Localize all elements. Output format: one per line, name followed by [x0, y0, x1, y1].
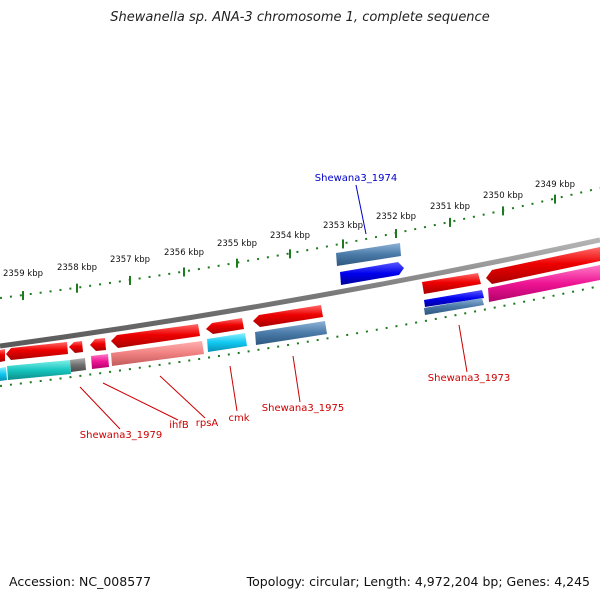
tick-label: 2355 kbp	[217, 239, 257, 249]
tick-label: 2358 kbp	[57, 263, 97, 273]
gene-feature[interactable]	[340, 262, 404, 285]
gene-label[interactable]: cmk	[228, 413, 249, 424]
gene-labels: Shewana3_1974 Shewana3_1973 Shewana3_1975c…	[80, 173, 510, 441]
gene-feature[interactable]	[336, 243, 401, 266]
tick-label: 2357 kbp	[110, 255, 150, 265]
gene-feature[interactable]	[6, 342, 68, 360]
gene-feature[interactable]	[111, 341, 204, 366]
gene-track-lower	[0, 305, 327, 381]
gene-feature[interactable]	[255, 321, 327, 345]
upper-tick-ring	[0, 187, 600, 299]
gene-feature[interactable]	[91, 354, 109, 369]
gene-feature[interactable]	[90, 338, 106, 351]
gene-feature[interactable]	[486, 247, 600, 284]
gene-feature[interactable]	[424, 290, 484, 307]
tick-label: 2352 kbp	[376, 212, 416, 222]
major-ticks	[22, 194, 556, 301]
topology-text: Topology: circular; Length: 4,972,204 bp…	[246, 574, 590, 589]
gene-label[interactable]: Shewana3_1975	[262, 403, 344, 414]
gene-label[interactable]: Shewana3_1979	[80, 430, 162, 441]
gene-feature[interactable]	[70, 358, 86, 372]
gene-label[interactable]: ihfB	[169, 420, 189, 431]
tick-label: 2349 kbp	[535, 180, 575, 190]
gene-label[interactable]: rpsA	[196, 418, 219, 429]
gene-feature[interactable]	[7, 360, 71, 380]
gene-feature[interactable]	[206, 318, 244, 334]
map-title: Shewanella sp. ANA-3 chromosome 1, compl…	[110, 10, 490, 25]
gene-track-upper	[336, 243, 600, 315]
tick-label: 2350 kbp	[483, 191, 523, 201]
gene-feature[interactable]	[0, 367, 7, 381]
gene-feature[interactable]	[0, 349, 5, 362]
gene-feature[interactable]	[488, 265, 600, 302]
tick-label: 2359 kbp	[3, 269, 43, 279]
tick-labels: 2359 kbp 2358 kbp 2357 kbp 2356 kbp 2355 kbp…	[3, 180, 575, 279]
gene-feature[interactable]	[69, 341, 83, 353]
gene-feature[interactable]	[422, 273, 481, 294]
gene-feature[interactable]	[111, 324, 200, 348]
gene-label[interactable]: Shewana3_1973	[428, 373, 510, 384]
gene-feature[interactable]	[253, 305, 323, 327]
tick-label: 2356 kbp	[164, 248, 204, 258]
gene-feature[interactable]	[424, 298, 484, 315]
accession-text: Accession: NC_008577	[9, 574, 152, 589]
label-connectors	[79, 184, 468, 430]
gene-feature[interactable]	[207, 333, 247, 352]
chromosome-backbone	[0, 237, 600, 349]
tick-label: 2351 kbp	[430, 202, 470, 212]
gene-label[interactable]: Shewana3_1974	[315, 173, 397, 184]
tick-label: 2354 kbp	[270, 231, 310, 241]
tick-label: 2353 kbp	[323, 221, 363, 231]
